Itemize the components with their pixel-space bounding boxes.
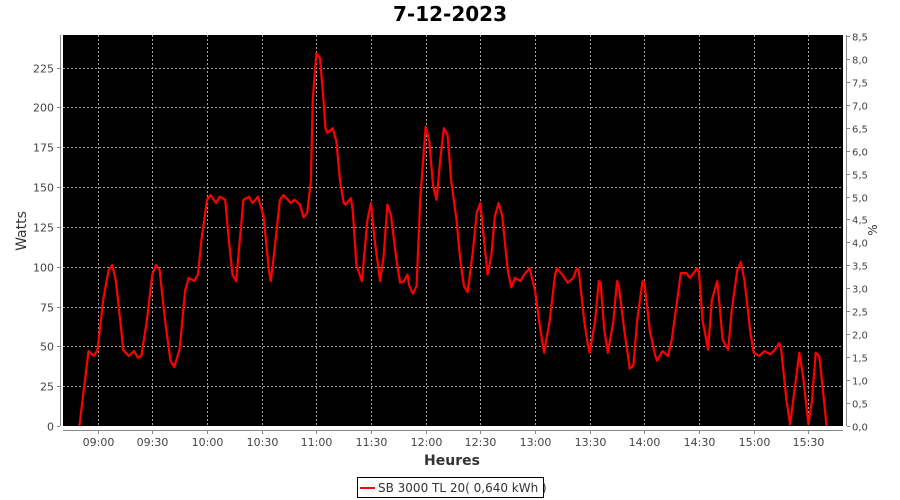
y2-axis-label: %: [866, 224, 880, 235]
y2-tick-label: 4,5: [852, 216, 868, 227]
y2-tick-label: 0,0: [852, 423, 868, 434]
y-tick-label: 175: [33, 142, 54, 155]
x-tick-label: 09:00: [83, 436, 115, 449]
y2-tick-label: 8,0: [852, 56, 868, 67]
x-tick-label: 12:30: [465, 436, 497, 449]
x-tick-label: 12:00: [411, 436, 443, 449]
x-tick-label: 15:30: [793, 436, 825, 449]
series-layer: [78, 52, 828, 427]
y-tick-label: 125: [33, 222, 54, 235]
y-tick-label: 50: [40, 341, 54, 354]
y2-tick-label: 7,0: [852, 102, 868, 113]
x-tick-label: 13:00: [520, 436, 552, 449]
x-tick-label: 11:30: [356, 436, 388, 449]
y-tick-label: 150: [33, 182, 54, 195]
x-axis-label: Heures: [424, 453, 480, 469]
x-tick-label: 13:30: [575, 436, 607, 449]
x-tick-label: 10:30: [247, 436, 279, 449]
x-tick-label: 09:30: [137, 436, 169, 449]
y2-tick-label: 5,5: [852, 171, 868, 182]
y-axis-label: Watts: [14, 211, 30, 251]
x-tick-label: 10:00: [192, 436, 224, 449]
y2-tick-label: 6,0: [852, 148, 868, 159]
plot-area: [63, 35, 843, 426]
y2-tick-label: 2,0: [852, 331, 868, 342]
y2-tick-label: 4,0: [852, 239, 868, 250]
y2-tick-label: 6,5: [852, 125, 868, 136]
y-axis-ticks: 0 25 50 75 100 125 150 175 200 225: [33, 63, 60, 434]
y-tick-label: 75: [40, 302, 54, 315]
legend-box: [357, 477, 544, 498]
y2-tick-label: 7,5: [852, 79, 868, 90]
legend-label: SB 3000 TL 20( 0,640 kWh ): [378, 481, 547, 495]
x-tick-label: 14:00: [629, 436, 661, 449]
y-tick-label: 0: [47, 421, 54, 434]
x-axis-ticks: 09:00 09:30 10:00 10:30 11:00 11:30 12:00 12:30…: [83, 430, 825, 449]
y2-tick-label: 1,5: [852, 354, 868, 365]
y2-tick-label: 1,0: [852, 377, 868, 388]
y2-tick-label: 2,5: [852, 308, 868, 319]
y-tick-label: 200: [33, 102, 54, 115]
legend: SB 3000 TL 20( 0,640 kWh ): [357, 477, 547, 498]
chart-title: 7-12-2023: [393, 2, 507, 26]
x-tick-label: 15:00: [739, 436, 771, 449]
y2-tick-label: 0,5: [852, 400, 868, 411]
y2-tick-label: 5,0: [852, 194, 868, 205]
series-line: [78, 52, 828, 427]
y-tick-label: 25: [40, 381, 54, 394]
x-tick-label: 11:00: [301, 436, 333, 449]
y2-tick-label: 8,5: [852, 33, 868, 44]
y2-axis-ticks: 0,0 0,5 1,0 1,5 2,0 2,5 3,0 3,5 4,0 4,5 5,0 5,5 6,0 6…: [847, 33, 868, 434]
y2-tick-label: 3,0: [852, 285, 868, 296]
y-tick-label: 100: [33, 262, 54, 275]
y-tick-label: 225: [33, 63, 54, 76]
y2-tick-label: 3,5: [852, 262, 868, 273]
grid: [63, 35, 843, 426]
x-tick-label: 14:30: [684, 436, 716, 449]
